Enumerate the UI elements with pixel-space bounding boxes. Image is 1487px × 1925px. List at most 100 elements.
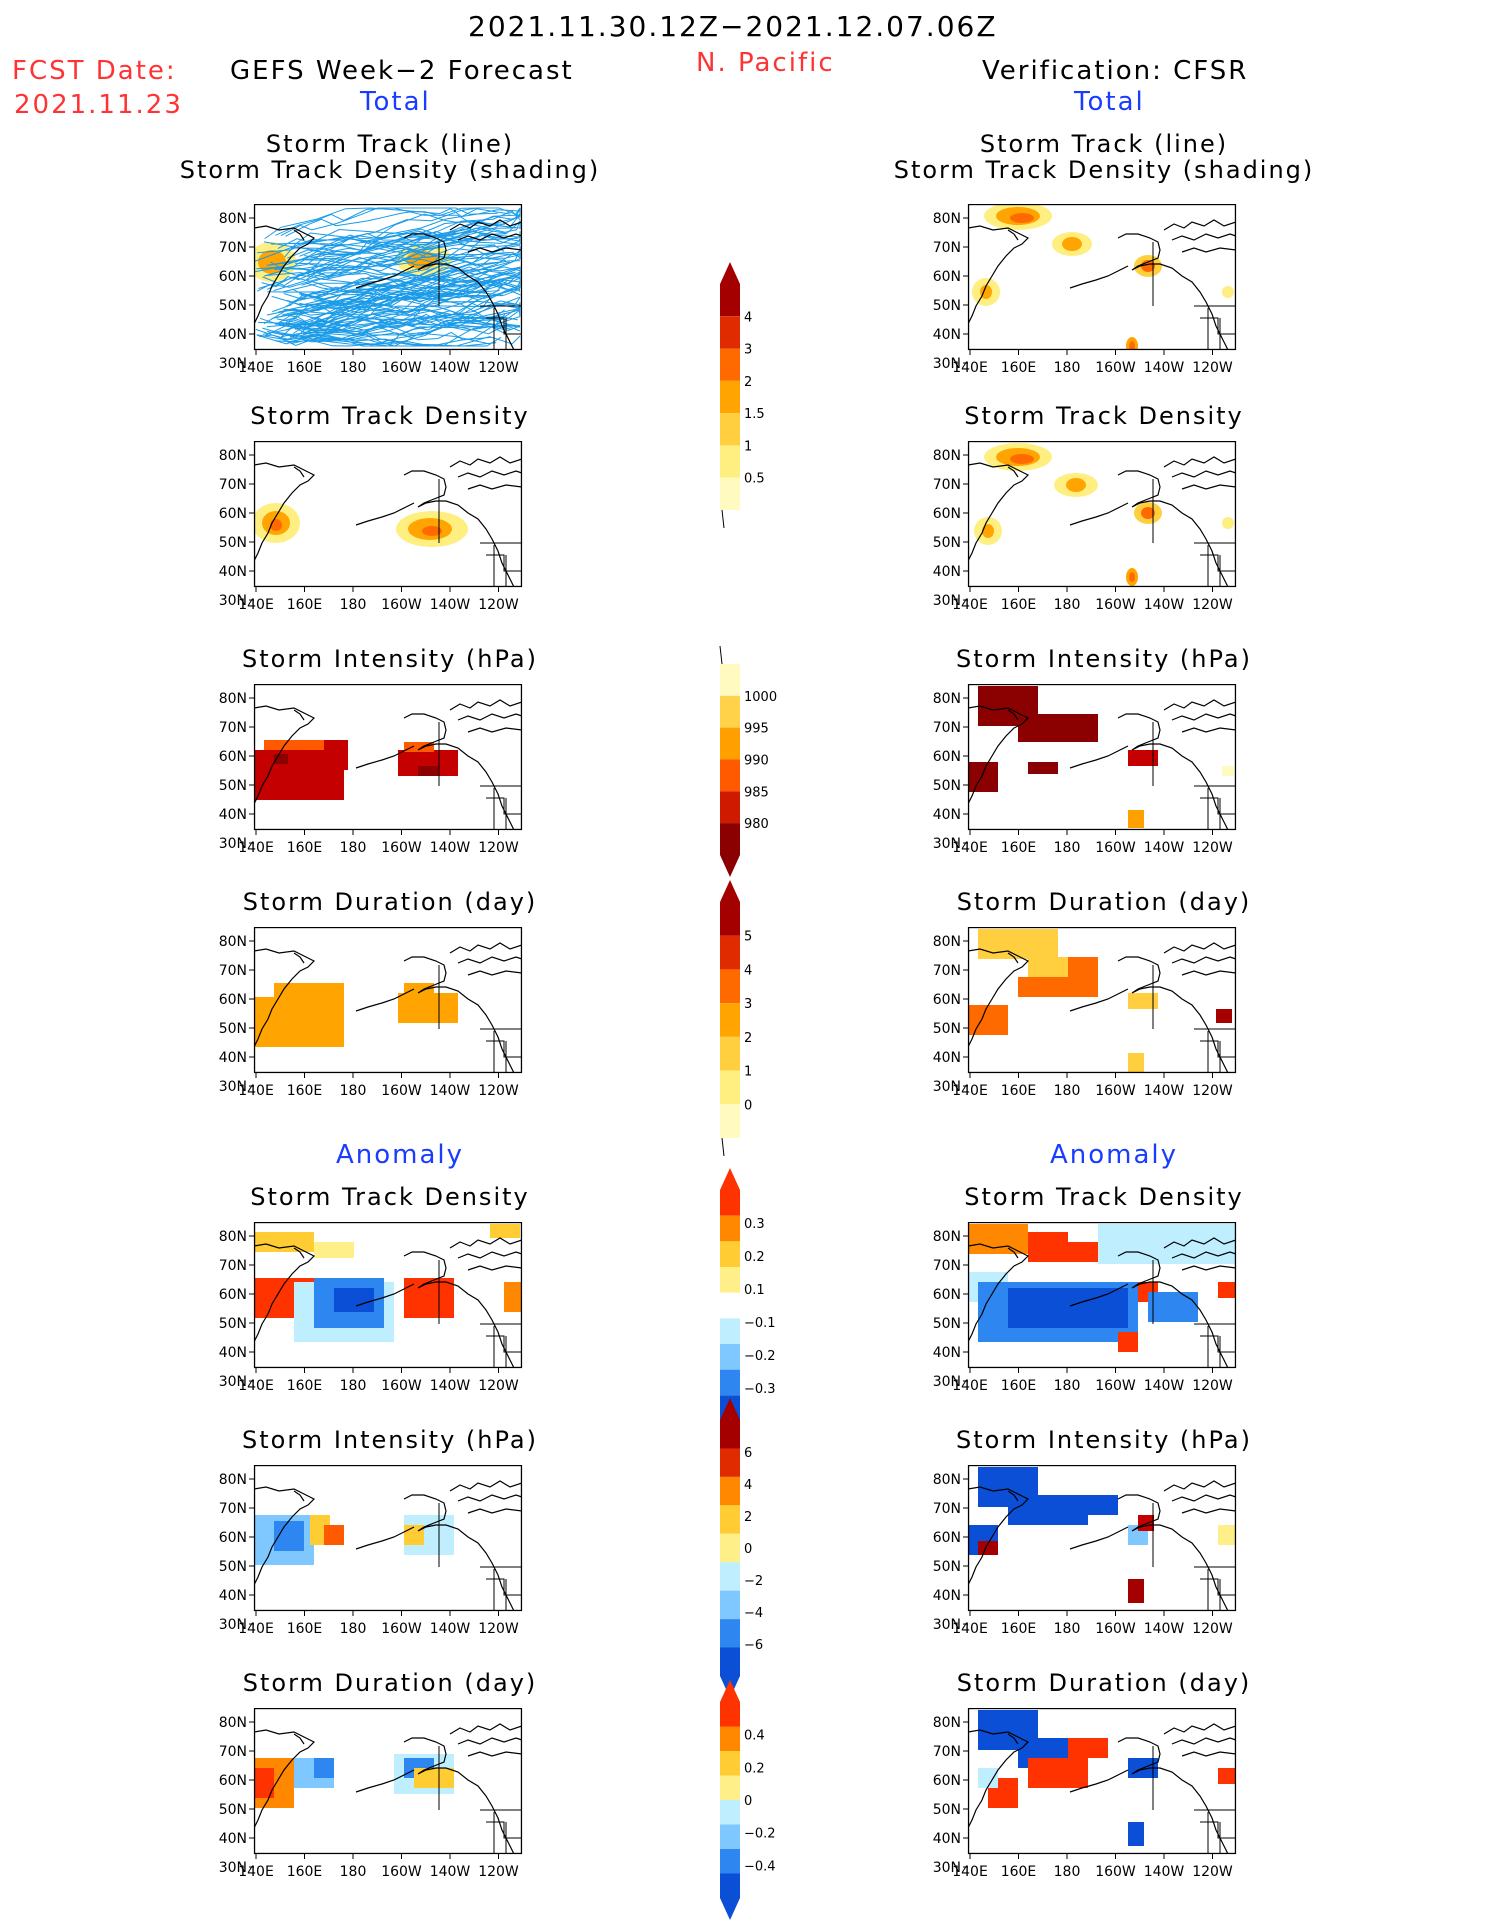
lat-tick-label: 70N <box>933 963 961 979</box>
colorbar-label: 4 <box>744 310 752 325</box>
storm-track-line <box>291 207 521 248</box>
colorbar-segment <box>720 1267 740 1293</box>
border-line <box>1200 1821 1236 1839</box>
coastline <box>467 1265 522 1271</box>
colorbar-label: 2 <box>744 1031 752 1046</box>
lat-tick-label: 30N <box>933 1079 961 1095</box>
shading-cell <box>978 1768 998 1788</box>
colorbar-label: −0.2 <box>744 1349 776 1364</box>
shading-cell <box>334 1288 374 1312</box>
left-anomaly-label: Anomaly <box>336 1140 465 1170</box>
lat-tick-label: 40N <box>933 1345 961 1361</box>
shading-cell <box>504 1282 522 1312</box>
lon-tick-label: 160E <box>1001 1378 1037 1394</box>
border-line <box>486 1335 522 1353</box>
colorbar-label: −2 <box>744 1574 763 1589</box>
shading-blob <box>982 524 994 538</box>
left-anom-duration-title: Storm Duration (day) <box>242 1669 538 1697</box>
colorbar-label: 4 <box>744 963 752 978</box>
colorbar-segment <box>720 969 740 1004</box>
lon-tick-label: 140W <box>1144 360 1185 376</box>
fcst-label: FCST Date: <box>12 56 177 86</box>
lon-tick-label: 140W <box>430 840 471 856</box>
colorbar-segment <box>720 880 740 936</box>
shading-cell <box>1098 1224 1236 1264</box>
coastline <box>449 942 522 954</box>
coastline <box>1163 219 1236 231</box>
storm-track-line <box>313 315 512 335</box>
coastline <box>1069 1769 1129 1793</box>
lon-tick-label: 140E <box>238 360 274 376</box>
lat-tick-label: 30N <box>933 593 961 609</box>
colorbar-segment <box>720 1476 740 1506</box>
lat-tick-label: 40N <box>219 1050 247 1066</box>
left-density-title: Storm Track Density <box>250 402 530 430</box>
storm-track-line <box>275 207 505 236</box>
colorbar-segment <box>720 1070 740 1105</box>
lat-tick-label: 80N <box>219 1715 247 1731</box>
forecast-anom-duration-map: 80N 70N 60N 50N 40N 30N 140E 160E 180 160W 140W 120… <box>204 1708 526 1882</box>
colorbar-label: 2 <box>744 1510 752 1525</box>
lon-tick-label: 180 <box>340 360 367 376</box>
shading-cell <box>1068 714 1098 734</box>
lat-tick-label: 60N <box>219 506 247 522</box>
coastline <box>1171 956 1236 964</box>
coastline <box>968 948 1030 1048</box>
lon-tick-label: 160W <box>381 1083 422 1099</box>
lon-tick-label: 140E <box>238 597 274 613</box>
lon-tick-label: 160W <box>381 1378 422 1394</box>
verification-anom-density-map: 80N 70N 60N 50N 40N 30N 140E 160E 180 160W 140W 120… <box>918 1222 1240 1396</box>
colorbar-segment <box>720 262 740 317</box>
left-track-title-1: Storm Track (line) <box>265 130 515 158</box>
lon-tick-label: 120W <box>1192 1621 1233 1637</box>
lon-tick-label: 180 <box>1054 360 1081 376</box>
coastline <box>467 1751 522 1757</box>
colorbar-label: −4 <box>744 1606 763 1621</box>
right-anomaly-label: Anomaly <box>1050 1140 1179 1170</box>
lon-tick-label: 120W <box>478 360 519 376</box>
lat-tick-label: 30N <box>219 1079 247 1095</box>
lat-tick-label: 70N <box>933 720 961 736</box>
left-anom-density-title: Storm Track Density <box>250 1183 530 1211</box>
colorbar-intensity-anom: 6 4 2 0 −2 −4 −6 <box>712 1398 802 1702</box>
colorbar-label: 0.5 <box>744 472 765 487</box>
coastline <box>1163 699 1236 711</box>
lon-tick-label: 160E <box>1001 1864 1037 1880</box>
colorbar-label: 5 <box>744 930 752 945</box>
shading-blob <box>422 526 442 536</box>
storm-track-line <box>280 207 498 237</box>
coastline <box>1069 502 1129 526</box>
colorbar-segment <box>720 1215 740 1242</box>
verification-duration-map: 80N 70N 60N 50N 40N 30N 140E 160E 180 160W 140W 120… <box>918 927 1240 1101</box>
storm-track-line <box>288 285 521 316</box>
lat-tick-label: 50N <box>933 1559 961 1575</box>
colorbar-label: 0.2 <box>744 1250 765 1265</box>
coastline <box>355 1526 415 1550</box>
lon-tick-label: 120W <box>478 1378 519 1394</box>
right-track-title-1: Storm Track (line) <box>979 130 1229 158</box>
lon-tick-label: 120W <box>478 1864 519 1880</box>
lat-tick-label: 50N <box>219 1021 247 1037</box>
storm-track-line <box>257 233 507 254</box>
coastline <box>403 1737 515 1854</box>
lon-tick-label: 180 <box>340 1864 367 1880</box>
lat-tick-label: 70N <box>219 720 247 736</box>
coastline <box>1181 1508 1236 1514</box>
coastline <box>254 1243 316 1343</box>
shading-blob <box>1141 507 1155 519</box>
lon-tick-label: 140W <box>1144 597 1185 613</box>
coastline <box>1171 1251 1236 1259</box>
colorbar-label: −0.4 <box>744 1859 776 1874</box>
lon-tick-label: 140W <box>1144 1621 1185 1637</box>
shading-cell <box>1218 1525 1236 1545</box>
storm-track-line <box>284 232 514 258</box>
coastline <box>1171 1737 1236 1745</box>
lon-tick-label: 160E <box>1001 1621 1037 1637</box>
coastline <box>1117 1251 1229 1368</box>
right-anom-density-title: Storm Track Density <box>964 1183 1244 1211</box>
right-anom-intensity-title: Storm Intensity (hPa) <box>956 1426 1252 1454</box>
shading-blob <box>1066 478 1086 492</box>
lon-tick-label: 120W <box>1192 840 1233 856</box>
lon-tick-label: 140E <box>952 360 988 376</box>
coastline <box>467 727 522 733</box>
